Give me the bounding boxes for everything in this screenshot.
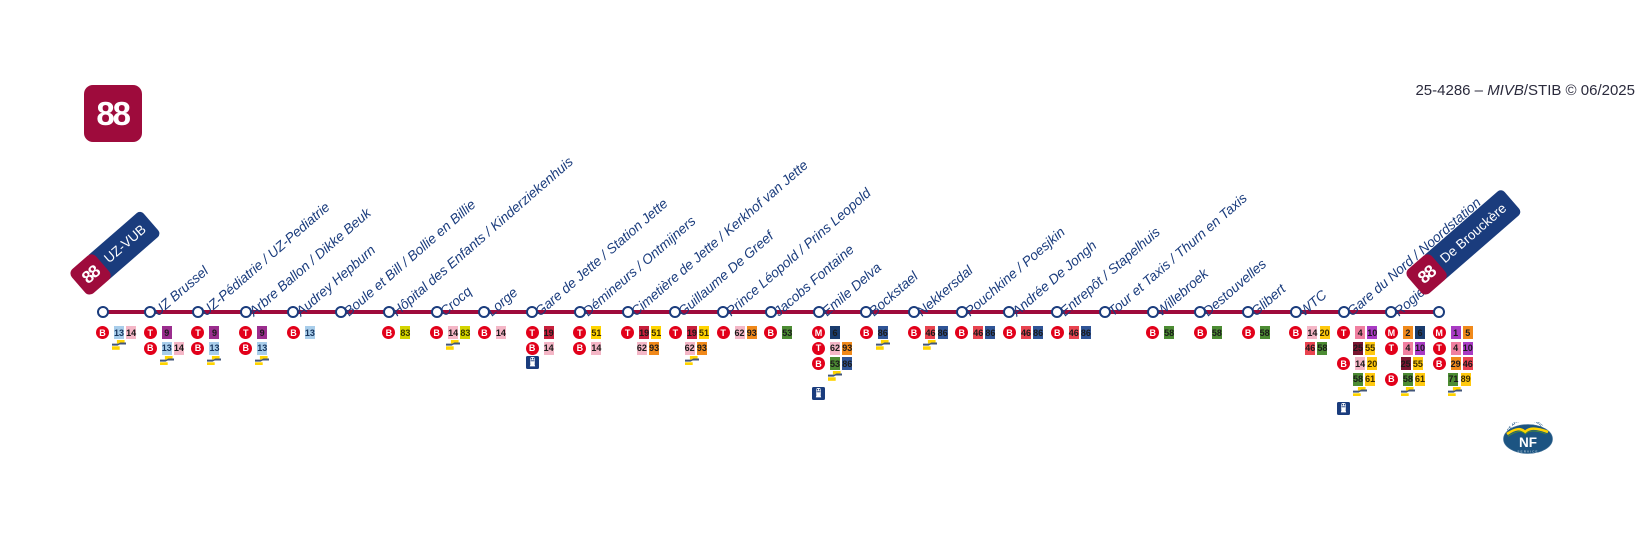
- svg-text:NF: NF: [1519, 435, 1537, 450]
- svg-text:SERVICE: SERVICE: [1517, 449, 1538, 453]
